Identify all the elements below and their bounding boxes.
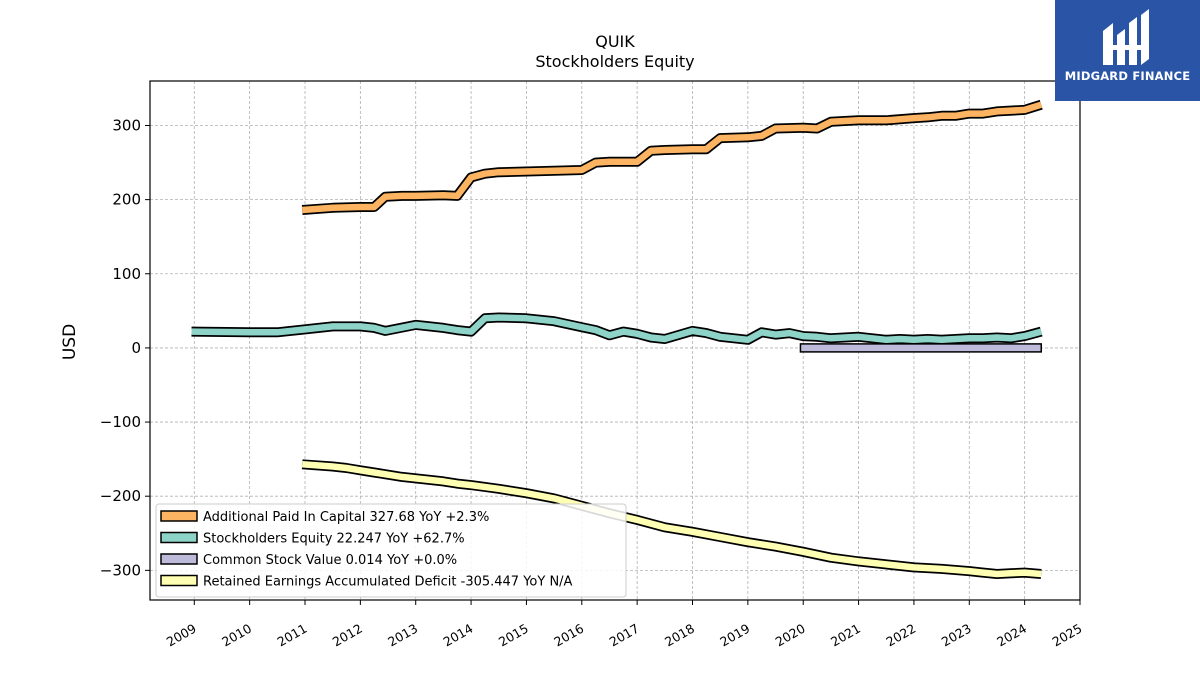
series-stockholders-equity bbox=[191, 312, 1043, 345]
chart-title: QUIK bbox=[595, 32, 635, 51]
series-common-stock-value bbox=[799, 343, 1042, 353]
y-tick-label: 100 bbox=[112, 265, 141, 283]
legend-swatch bbox=[160, 510, 198, 522]
x-tick-label: 2024 bbox=[994, 621, 1029, 650]
series-line-common-stock-value bbox=[799, 343, 1042, 353]
x-tick-label: 2021 bbox=[828, 621, 863, 650]
x-tick-label: 2022 bbox=[883, 621, 918, 650]
legend-swatch bbox=[160, 553, 198, 565]
series-layer bbox=[191, 99, 1043, 579]
x-tick-label: 2013 bbox=[385, 621, 420, 650]
x-tick-label: 2023 bbox=[939, 621, 974, 650]
x-tick-label: 2012 bbox=[330, 621, 365, 650]
y-tick-label: 200 bbox=[112, 191, 141, 209]
y-axis: 300 200 100 0 −100 −200 −300 bbox=[100, 116, 150, 579]
legend-swatch bbox=[160, 531, 198, 544]
series-additional-paid-in-capital bbox=[301, 99, 1043, 215]
x-tick-label: 2015 bbox=[496, 621, 531, 650]
x-tick-label: 2016 bbox=[551, 621, 586, 650]
legend-entry: Stockholders Equity 22.247 YoY +62.7% bbox=[203, 532, 465, 547]
x-tick-label: 2011 bbox=[274, 621, 309, 650]
legend-entry: Common Stock Value 0.014 YoY +0.0% bbox=[203, 553, 457, 568]
chart-subtitle: Stockholders Equity bbox=[535, 52, 694, 71]
series-retained-earnings-accumulated-deficit bbox=[301, 459, 1042, 579]
x-tick-label: 2020 bbox=[773, 621, 808, 650]
legend-entry: Additional Paid In Capital 327.68 YoY +2… bbox=[203, 510, 489, 525]
legend-entry: Retained Earnings Accumulated Deficit -3… bbox=[203, 575, 573, 590]
x-tick-label: 2014 bbox=[441, 621, 476, 650]
series-line-stockholders-equity bbox=[191, 314, 1043, 344]
legend-box bbox=[155, 503, 627, 598]
x-tick-label: 2018 bbox=[662, 621, 697, 650]
x-tick-label: 2025 bbox=[1049, 621, 1084, 650]
y-tick-label: −100 bbox=[100, 413, 141, 431]
x-tick-label: 2010 bbox=[219, 621, 254, 650]
x-tick-label: 2017 bbox=[607, 621, 642, 650]
brand-logo: MIDGARD FINANCE bbox=[1055, 0, 1200, 101]
legend: Additional Paid In Capital 327.68 YoY +2… bbox=[155, 503, 627, 598]
y-tick-label: 0 bbox=[131, 339, 141, 357]
y-tick-label: 300 bbox=[112, 116, 141, 134]
x-tick-label: 2019 bbox=[717, 621, 752, 650]
plot-frame bbox=[149, 80, 1081, 601]
brand-name: MIDGARD FINANCE bbox=[1064, 69, 1191, 83]
y-tick-label: −300 bbox=[100, 561, 141, 579]
series-line-retained-earnings-accumulated-deficit bbox=[301, 461, 1042, 578]
y-tick-label: −200 bbox=[100, 487, 141, 505]
x-axis: 2009 2010 2011 2012 2013 2014 2015 2016 2017 2018… bbox=[164, 600, 1085, 650]
x-tick-label: 2009 bbox=[164, 621, 199, 650]
series-line-additional-paid-in-capital bbox=[301, 101, 1043, 214]
legend-swatch bbox=[160, 574, 198, 587]
y-axis-label: USD bbox=[60, 324, 80, 360]
midgard-logo-icon bbox=[1103, 9, 1149, 65]
